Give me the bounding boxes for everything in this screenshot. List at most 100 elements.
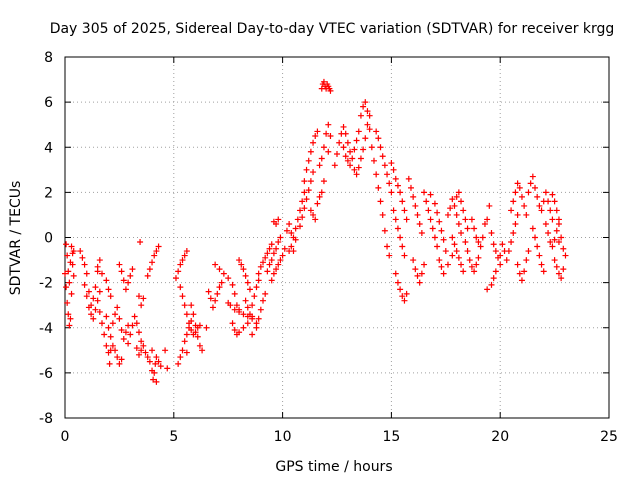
data-point <box>366 112 373 119</box>
data-point <box>373 128 380 135</box>
data-point <box>340 123 347 130</box>
data-point <box>462 239 469 246</box>
y-tick-label: -2 <box>39 276 53 292</box>
y-tick-label: 4 <box>44 140 53 156</box>
data-point <box>112 347 119 354</box>
data-point <box>364 108 371 115</box>
data-point <box>96 308 103 315</box>
data-point <box>351 166 358 173</box>
data-point <box>120 277 127 284</box>
data-point <box>521 202 528 209</box>
data-point <box>67 315 74 322</box>
data-point <box>555 239 562 246</box>
data-point <box>255 277 262 284</box>
data-point <box>403 216 410 223</box>
data-point <box>181 252 188 259</box>
data-point <box>514 261 521 268</box>
data-point <box>177 261 184 268</box>
data-point <box>144 272 151 279</box>
data-point <box>555 220 562 227</box>
data-point <box>516 184 523 191</box>
data-point <box>65 311 72 318</box>
data-point <box>553 227 560 234</box>
data-point <box>307 178 314 185</box>
data-point <box>347 162 354 169</box>
x-tick-label: 25 <box>600 429 618 445</box>
y-tick-labels: -8 -6 -4 -2 0 2 4 6 8 <box>39 50 53 427</box>
data-point <box>116 261 123 268</box>
data-point <box>484 286 491 293</box>
data-point <box>162 347 169 354</box>
data-point <box>375 135 382 142</box>
data-point <box>499 241 506 248</box>
data-point <box>305 187 312 194</box>
data-point <box>107 293 114 300</box>
data-point <box>183 331 190 338</box>
data-point <box>538 207 545 214</box>
data-point <box>444 261 451 268</box>
data-point <box>392 175 399 182</box>
data-point <box>116 315 123 322</box>
data-point <box>397 189 404 196</box>
data-point <box>525 189 532 196</box>
data-point <box>90 315 97 322</box>
data-point <box>503 257 510 264</box>
data-point <box>444 211 451 218</box>
data-point <box>114 304 121 311</box>
data-point <box>547 239 554 246</box>
data-point <box>427 191 434 198</box>
data-point <box>301 178 308 185</box>
data-point <box>231 306 238 313</box>
data-point <box>150 376 157 383</box>
data-points-layer <box>62 78 569 385</box>
data-point <box>451 202 458 209</box>
data-point <box>273 245 280 252</box>
data-point <box>275 239 282 246</box>
data-point <box>471 225 478 232</box>
data-point <box>66 322 73 329</box>
data-point <box>216 266 223 273</box>
data-point <box>175 360 182 367</box>
data-point <box>360 103 367 110</box>
data-point <box>146 266 153 273</box>
y-tick-label: -8 <box>39 411 53 427</box>
data-point <box>388 160 395 167</box>
data-point <box>240 266 247 273</box>
data-point <box>325 148 332 155</box>
data-point <box>103 313 110 320</box>
data-point <box>131 313 138 320</box>
data-point <box>242 297 249 304</box>
data-point <box>268 257 275 264</box>
data-point <box>510 229 517 236</box>
data-point <box>236 257 243 264</box>
data-point <box>307 207 314 214</box>
data-point <box>303 196 310 203</box>
data-point <box>401 252 408 259</box>
data-point <box>92 306 99 313</box>
data-point <box>490 275 497 282</box>
data-point <box>233 302 240 309</box>
data-point <box>181 302 188 309</box>
data-point <box>538 261 545 268</box>
data-point <box>551 257 558 264</box>
data-point <box>542 220 549 227</box>
data-point <box>418 270 425 277</box>
data-point <box>423 198 430 205</box>
data-point <box>240 324 247 331</box>
data-point <box>316 193 323 200</box>
data-point <box>138 347 145 354</box>
data-point <box>355 128 362 135</box>
data-point <box>325 121 332 128</box>
data-point <box>194 333 201 340</box>
data-point <box>455 220 462 227</box>
data-point <box>77 248 84 255</box>
data-point <box>179 293 186 300</box>
data-point <box>497 252 504 259</box>
data-point <box>464 248 471 255</box>
data-point <box>105 286 112 293</box>
data-point <box>96 288 103 295</box>
data-point <box>127 331 134 338</box>
data-point <box>65 268 72 275</box>
data-point <box>140 342 147 349</box>
data-point <box>453 193 460 200</box>
